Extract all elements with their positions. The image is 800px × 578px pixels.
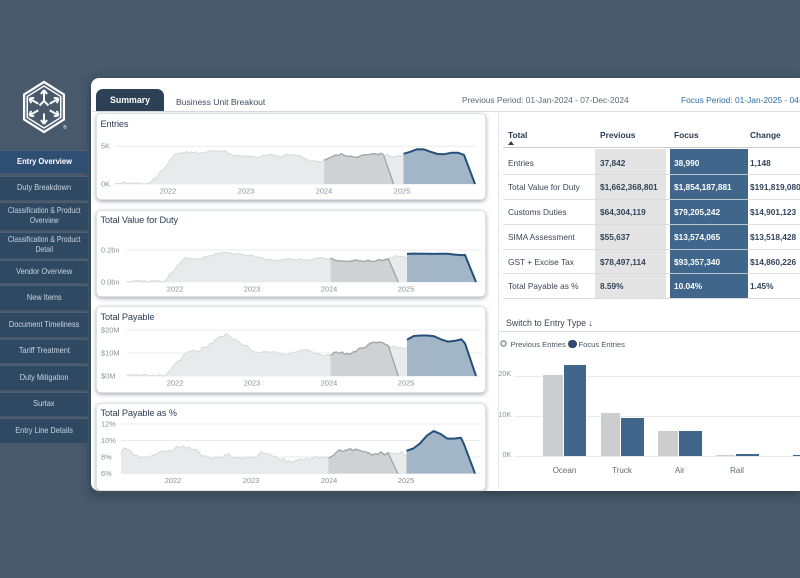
svg-text:8%: 8% [101, 452, 112, 461]
svg-text:2025: 2025 [398, 284, 414, 293]
svg-text:5K: 5K [101, 142, 110, 151]
svg-text:0K: 0K [101, 180, 110, 189]
svg-text:2022: 2022 [167, 284, 183, 293]
svg-text:2023: 2023 [243, 476, 259, 485]
svg-text:2023: 2023 [244, 284, 260, 293]
svg-text:2023: 2023 [244, 379, 260, 388]
svg-text:2022: 2022 [165, 476, 181, 485]
svg-text:10%: 10% [101, 436, 116, 445]
svg-text:2025: 2025 [398, 476, 414, 485]
svg-text:2024: 2024 [321, 284, 337, 293]
svg-text:2025: 2025 [398, 379, 414, 388]
svg-text:®: ® [63, 124, 67, 131]
svg-text:2022: 2022 [167, 379, 183, 388]
svg-text:$0M: $0M [101, 372, 115, 381]
svg-text:2024: 2024 [316, 187, 332, 196]
svg-text:0.0bn: 0.0bn [101, 277, 120, 286]
svg-text:12%: 12% [101, 419, 116, 428]
svg-text:6%: 6% [101, 469, 112, 478]
svg-text:$20M: $20M [101, 326, 120, 335]
svg-text:2024: 2024 [321, 476, 337, 485]
svg-text:$10M: $10M [101, 349, 120, 358]
svg-text:0.2bn: 0.2bn [101, 245, 120, 254]
svg-text:2025: 2025 [394, 187, 410, 196]
svg-text:2022: 2022 [160, 187, 176, 196]
svg-text:2023: 2023 [238, 187, 254, 196]
svg-text:2024: 2024 [321, 379, 337, 388]
